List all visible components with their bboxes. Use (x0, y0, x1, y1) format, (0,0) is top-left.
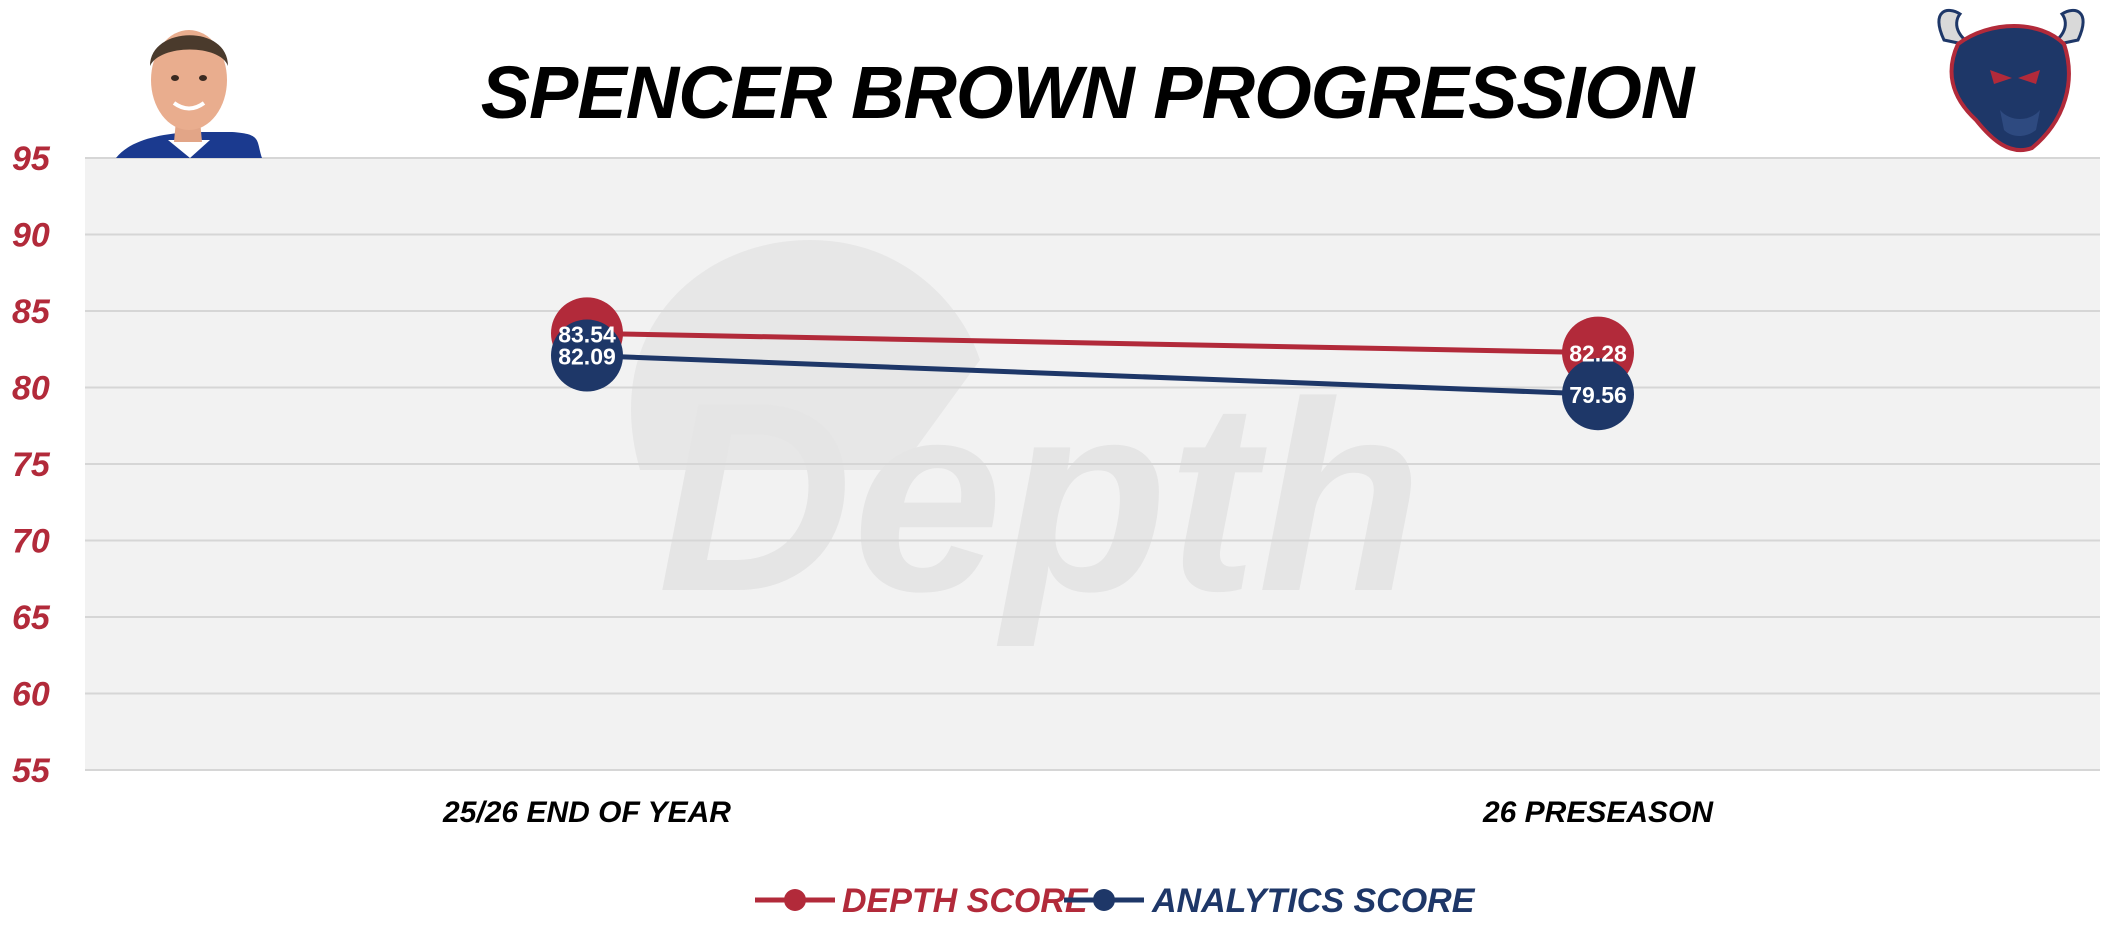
y-tick-label: 55 (12, 752, 51, 790)
series-analytics-score (551, 319, 1634, 431)
player-headshot (116, 30, 262, 158)
series-group: 83.54 82.28 82.09 79.56 (551, 297, 1634, 431)
y-axis-ticks: 95 90 85 80 75 70 65 60 55 (12, 140, 51, 790)
watermark-football-icon (631, 240, 980, 470)
y-tick-label: 85 (12, 293, 51, 331)
y-tick-label: 70 (12, 523, 50, 561)
legend: DEPTH SCORE ANALYTICS SCORE (755, 882, 1476, 920)
x-axis-ticks: 25/26 END OF YEAR 26 PRESEASON (442, 796, 1714, 829)
legend-marker (1093, 889, 1115, 911)
chart-title: SPENCER BROWN PROGRESSION (481, 51, 1696, 134)
y-tick-label: 95 (12, 140, 51, 178)
gridlines (85, 157, 2100, 771)
y-tick-label: 65 (12, 599, 51, 637)
legend-label: DEPTH SCORE (842, 882, 1089, 920)
x-tick-label: 26 PRESEASON (1482, 796, 1714, 829)
data-label: 82.28 (1569, 341, 1627, 367)
y-tick-label: 80 (12, 370, 50, 408)
data-point (551, 319, 623, 392)
x-tick-label: 25/26 END OF YEAR (442, 796, 731, 829)
series-line (586, 330, 1599, 356)
legend-label: ANALYTICS SCORE (1151, 882, 1476, 920)
watermark-text: Depth (658, 347, 1423, 649)
series-line (586, 353, 1599, 397)
data-label: 82.09 (558, 344, 616, 370)
watermark: Depth (631, 240, 1422, 649)
data-point (1562, 358, 1634, 431)
data-label: 79.56 (1569, 382, 1627, 408)
data-label: 83.54 (558, 321, 616, 347)
y-tick-label: 90 (12, 217, 50, 255)
legend-marker (784, 889, 806, 911)
bull-logo-icon (1937, 9, 2085, 152)
legend-item: DEPTH SCORE (755, 882, 1089, 920)
legend-item: ANALYTICS SCORE (1064, 882, 1476, 920)
y-tick-label: 75 (12, 446, 51, 484)
y-tick-label: 60 (12, 676, 50, 714)
